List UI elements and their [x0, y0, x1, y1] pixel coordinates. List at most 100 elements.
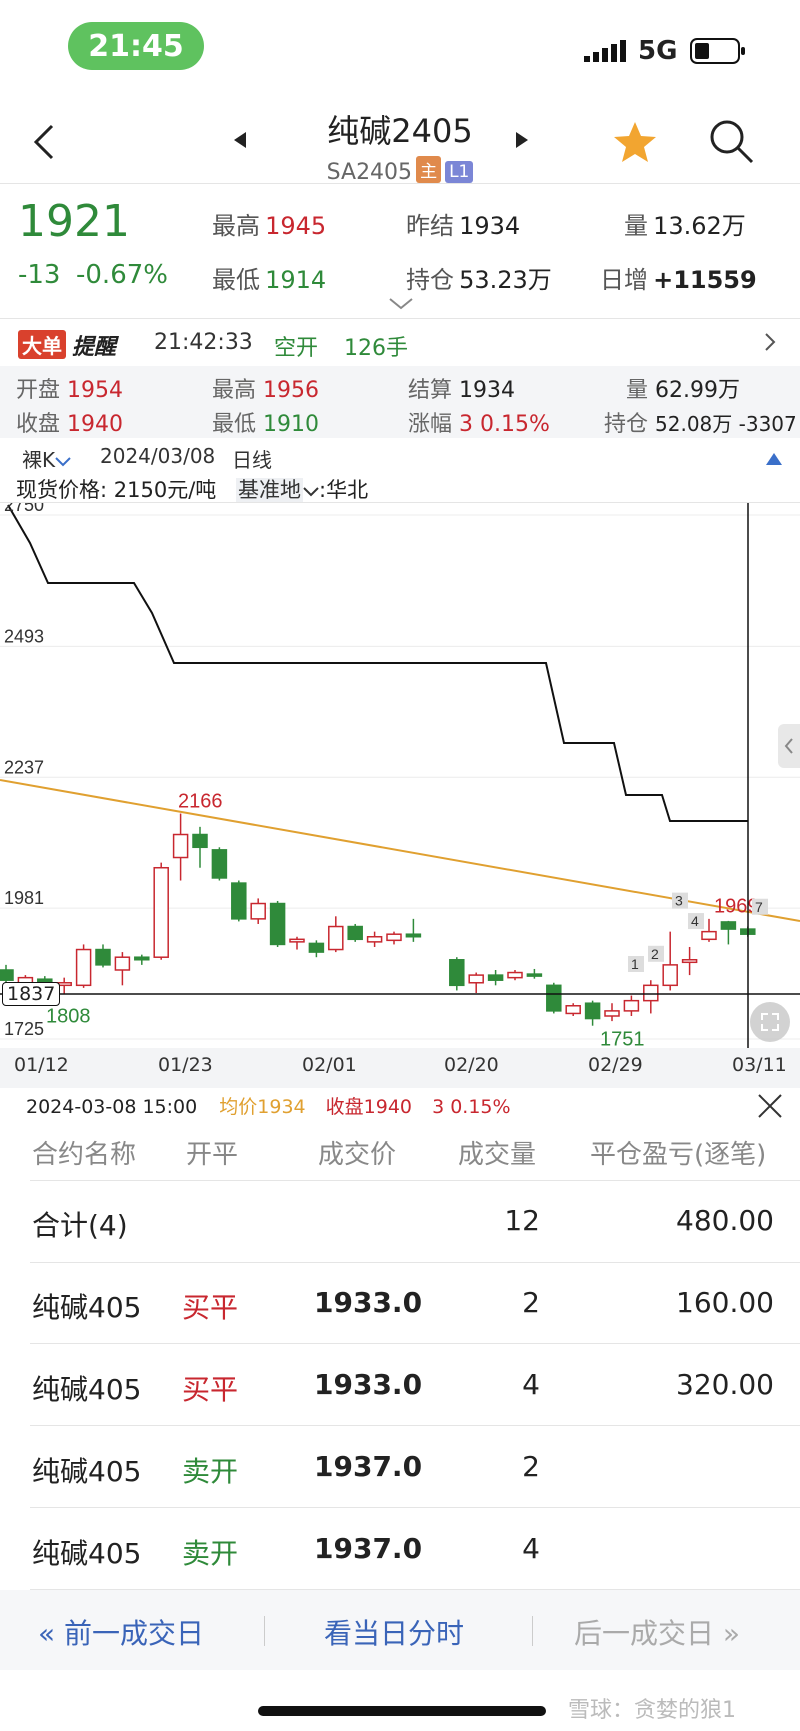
alert-time: 21:42:33 — [154, 330, 253, 355]
col-header-qty: 成交量 — [458, 1140, 537, 1170]
candle-body — [565, 1005, 581, 1015]
status-time: 21:45 — [68, 22, 204, 70]
cell-price: 1933.0 — [314, 1286, 423, 1319]
quote-prev-settle: 昨结 1934 — [406, 212, 521, 240]
candle-body — [347, 925, 363, 941]
marker-badge — [688, 913, 704, 930]
high-label: 2166 — [178, 791, 223, 813]
network-label: 5G — [638, 36, 678, 66]
candle-body — [643, 984, 659, 1002]
cell-pnl: 160.00 — [676, 1286, 774, 1319]
star-icon[interactable] — [612, 120, 658, 168]
candle-body — [468, 974, 484, 984]
view-intraday-button[interactable]: 看当日分时 — [324, 1617, 465, 1650]
cell-name: 纯碱405 — [32, 1537, 142, 1570]
candle-body — [172, 833, 189, 859]
next-trading-day-button[interactable]: 后一成交日 » — [574, 1617, 741, 1650]
cell-pnl: 320.00 — [676, 1368, 774, 1401]
x-axis-band — [0, 1048, 800, 1088]
prev-trading-day-button[interactable]: « 前一成交日 — [38, 1617, 205, 1650]
chevron-down-icon — [55, 448, 71, 472]
l1-tag: L1 — [445, 161, 474, 183]
candle-body — [604, 1010, 620, 1017]
candle-body — [328, 925, 344, 951]
search-icon[interactable] — [708, 118, 754, 168]
spot-price-line — [7, 504, 748, 822]
cell-side: 卖开 — [182, 1537, 239, 1570]
candle-body — [546, 984, 562, 1012]
stat-range: 涨幅 3 0.15% — [408, 412, 550, 437]
battery-icon — [690, 38, 746, 64]
y-tick-label: 2237 — [4, 757, 44, 777]
quote-daily-inc: 日增 +11559 — [600, 266, 757, 294]
candle-body — [289, 938, 305, 943]
back-icon[interactable] — [30, 122, 60, 162]
table-row-total: 合计(4) 12 480.00 — [32, 1204, 774, 1242]
candle-body — [269, 902, 286, 946]
crosshair-price-box: 1837 — [2, 982, 61, 1006]
x-tick-label: 02/29 — [588, 1054, 643, 1076]
alert-row[interactable]: 大单 提醒 21:42:33 空开 126手 — [0, 320, 800, 364]
x-tick-label: 03/11 — [732, 1054, 787, 1076]
table-row: 纯碱405 买平 1933.0 2 160.00 — [0, 1262, 800, 1344]
price-change-pct: -0.67% — [76, 260, 168, 290]
signal-icon — [584, 40, 626, 66]
chart-period[interactable]: 日线 — [232, 448, 272, 472]
stat-high: 最高 1956 — [212, 378, 320, 403]
table-row: 纯碱405 卖开 1937.0 2 — [0, 1426, 800, 1508]
cell-price: 1937.0 — [314, 1532, 423, 1565]
stat-volume: 量 62.99万 — [626, 378, 740, 403]
table-row: 纯碱405 买平 1933.0 4 320.00 — [0, 1344, 800, 1426]
spot-price: 现货价格: 2150元/吨 — [16, 478, 217, 502]
marker-label: 1 — [631, 956, 639, 972]
expand-chevron-icon[interactable] — [388, 296, 414, 315]
double-chevron-right-icon: » — [722, 1617, 741, 1650]
divider — [30, 1589, 800, 1590]
cell-side: 买平 — [182, 1291, 239, 1324]
day-stats-panel — [0, 366, 800, 438]
divider — [0, 502, 800, 503]
candle-body — [0, 969, 14, 981]
next-contract-icon[interactable] — [516, 132, 530, 152]
stat-low: 最低 1910 — [212, 412, 320, 437]
x-tick-label: 02/20 — [444, 1054, 499, 1076]
candle-body — [250, 902, 266, 920]
prev-contract-icon[interactable] — [234, 132, 248, 152]
candle-body — [366, 936, 383, 943]
divider — [532, 1616, 533, 1646]
marker-label: 3 — [675, 893, 683, 909]
candle-body — [75, 948, 92, 987]
cell-qty: 2 — [522, 1450, 540, 1483]
base-region-select[interactable]: 基准地:华北 — [236, 478, 369, 502]
fullscreen-icon[interactable] — [750, 1002, 790, 1042]
kline-mode-select[interactable]: 裸K — [22, 444, 71, 473]
marker-label: 7 — [755, 899, 763, 915]
stat-oi: 持仓 52.08万 -3307 — [604, 412, 797, 437]
main-tag: 主 — [416, 156, 442, 183]
collapse-triangle-icon[interactable] — [766, 450, 782, 469]
price-change: -13 — [18, 260, 61, 290]
candle-body — [526, 973, 543, 977]
contract-code-line: SA2405 主 L1 — [0, 156, 800, 185]
chevron-right-icon — [764, 332, 776, 356]
close-icon[interactable] — [756, 1092, 784, 1124]
home-indicator — [258, 1706, 546, 1716]
quote-low: 最低 1914 — [212, 266, 327, 294]
y-tick-label: 2750 — [4, 503, 44, 515]
candle-body — [231, 882, 247, 920]
chevron-down-icon — [303, 487, 319, 497]
contract-code: SA2405 — [326, 160, 413, 185]
last-price: 1921 — [18, 196, 130, 247]
divider — [30, 1343, 800, 1344]
candle-body — [192, 833, 208, 849]
side-handle[interactable] — [778, 724, 800, 768]
candle-body — [386, 933, 402, 942]
candle-body — [662, 964, 678, 987]
cell-side: 买平 — [182, 1373, 239, 1406]
candle-body — [623, 999, 640, 1012]
candlestick-chart[interactable]: 2750 2493 2237 1981 1725 2166 1808 1751 1969 12 34… — [0, 503, 800, 1083]
quote-oi: 持仓 53.23万 — [406, 266, 552, 294]
cell-qty: 4 — [522, 1532, 540, 1565]
divider — [30, 1425, 800, 1426]
y-tick-label: 1725 — [4, 1019, 44, 1039]
